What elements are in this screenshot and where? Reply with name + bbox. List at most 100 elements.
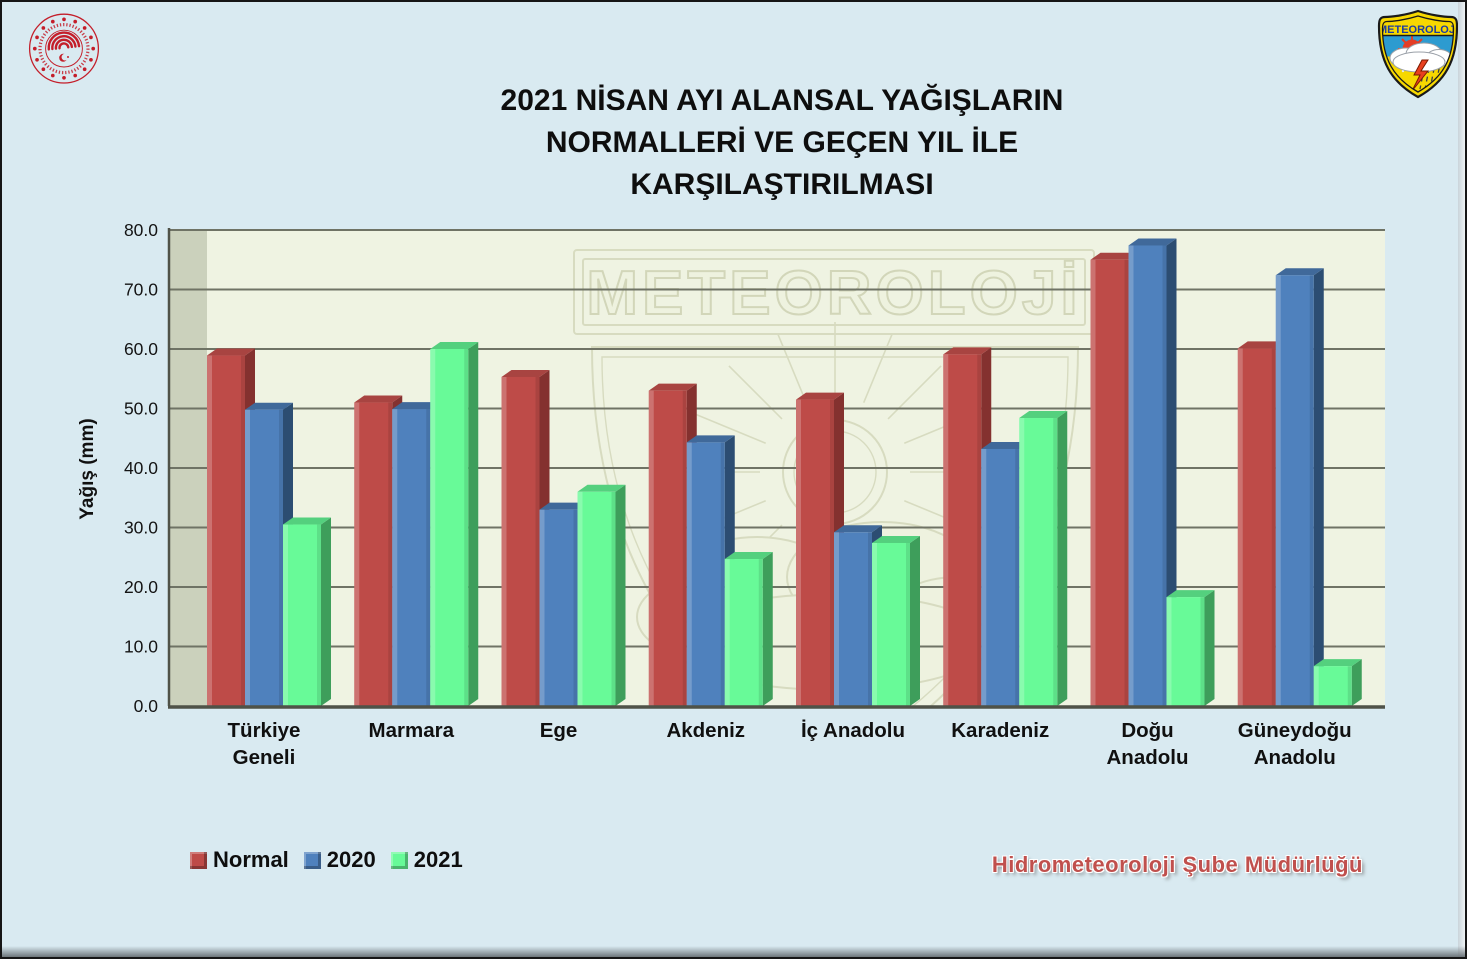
2021-bar-1-side xyxy=(468,342,479,706)
2021-bar-2 xyxy=(577,491,616,706)
2020-bar-2-top xyxy=(539,502,588,510)
2020-bar-3-top xyxy=(686,435,735,443)
normal-bar-4-top xyxy=(796,392,844,400)
y-tick-label: 70.0 xyxy=(124,280,158,300)
2020-bar-4-top xyxy=(834,525,882,533)
legend-label-2021: 2021 xyxy=(413,847,463,872)
page-edge-bottom xyxy=(2,946,1465,957)
page-title-line1: 2021 NİSAN AYI ALANSAL YAĞIŞLARIN xyxy=(500,84,1064,117)
seal-crescent xyxy=(59,53,69,62)
legend-swatch-2020 xyxy=(303,851,321,869)
2021-bar-4-top xyxy=(872,535,920,543)
meteorology-badge-logo: METEOROLOJi xyxy=(1377,9,1459,99)
watermark-text: METEOROLOJİ xyxy=(586,259,1081,328)
normal-bar-5-top xyxy=(943,347,992,355)
2021-bar-5-top xyxy=(1019,411,1068,419)
2021-bar-1 xyxy=(430,349,469,706)
2021-bar-2-top xyxy=(577,484,626,492)
chart-legend: Normal 2020 2021 xyxy=(190,847,463,873)
2020-bar-1-top xyxy=(392,402,441,410)
y-tick-label: 60.0 xyxy=(124,339,158,359)
x-category-label: Güneydoğu Anadolu xyxy=(1238,719,1352,769)
2021-bar-5-side xyxy=(1057,411,1068,706)
legend-label-normal: Normal xyxy=(213,847,289,872)
page-title: 2021 NİSAN AYI ALANSAL YAĞIŞLARIN NORMAL… xyxy=(402,80,1162,206)
badge-title: METEOROLOJi xyxy=(1378,24,1458,36)
badge-lightning-icon xyxy=(1411,59,1430,92)
2020-bar-7-side xyxy=(1313,268,1324,706)
normal-bar-7 xyxy=(1237,348,1276,706)
2020-bar-5-top xyxy=(981,441,1030,449)
x-category-label: Marmara xyxy=(369,719,455,742)
normal-bar-2-top xyxy=(501,369,550,377)
2021-bar-3-top xyxy=(724,552,773,560)
2021-bar-3 xyxy=(724,559,763,706)
2020-bar-3 xyxy=(686,442,725,706)
x-category-label: Türkiye Geneli xyxy=(228,719,301,769)
2020-bar-2 xyxy=(539,509,578,706)
2020-bar-4 xyxy=(834,532,872,706)
normal-bar-4 xyxy=(796,399,834,706)
page-edge-right xyxy=(1458,2,1465,957)
x-category-label: İç Anadolu xyxy=(801,719,905,742)
x-category-label: Doğu Anadolu xyxy=(1107,719,1189,769)
legend-item-2021: 2021 xyxy=(390,847,463,873)
2020-bar-6-top xyxy=(1128,238,1177,246)
legend-label-2020: 2020 xyxy=(326,847,376,872)
2020-bar-6 xyxy=(1128,245,1167,706)
normal-bar-2 xyxy=(501,376,540,706)
2021-bar-3-side xyxy=(762,552,773,706)
badge-banner xyxy=(1382,21,1454,36)
2020-bar-5 xyxy=(981,448,1020,706)
normal-bar-1-top xyxy=(354,395,403,403)
2020-bar-6-side xyxy=(1166,238,1177,706)
y-tick-label: 0.0 xyxy=(134,696,159,716)
legend-item-2020: 2020 xyxy=(303,847,376,873)
2021-bar-0 xyxy=(283,524,321,706)
page-title-line2: NORMALLERİ VE GEÇEN YIL İLE KARŞILAŞTIRI… xyxy=(545,126,1019,201)
ministry-seal-logo xyxy=(28,13,100,84)
legend-item-normal: Normal xyxy=(190,847,289,873)
x-category-label: Akdeniz xyxy=(666,719,745,742)
2021-bar-1-top xyxy=(430,342,479,349)
normal-bar-5 xyxy=(943,354,982,706)
2021-bar-4-side xyxy=(910,535,920,706)
normal-bar-7-top xyxy=(1237,341,1286,349)
badge-cloud xyxy=(1389,42,1453,73)
normal-bar-0 xyxy=(207,355,245,706)
2021-bar-7-top xyxy=(1313,659,1362,667)
y-tick-label: 30.0 xyxy=(124,518,158,538)
2021-bar-6 xyxy=(1166,597,1205,706)
2020-bar-0-top xyxy=(245,402,293,410)
normal-bar-1 xyxy=(354,402,393,706)
seal-dots xyxy=(32,17,96,80)
2021-bar-2-side xyxy=(615,484,626,706)
legend-swatch-2021 xyxy=(390,851,408,869)
y-tick-label: 40.0 xyxy=(124,458,158,478)
legend-swatch-normal xyxy=(190,851,207,869)
footer-credit: Hidrometeoroloji Şube Müdürlüğü xyxy=(991,852,1363,877)
x-category-label: Karadeniz xyxy=(951,719,1049,742)
normal-bar-6 xyxy=(1090,259,1129,706)
y-tick-label: 10.0 xyxy=(124,637,158,657)
2021-bar-4 xyxy=(872,542,910,706)
y-tick-label: 80.0 xyxy=(124,220,158,240)
y-tick-label: 20.0 xyxy=(124,577,158,597)
normal-bar-0-top xyxy=(207,348,255,356)
2021-bar-0-side xyxy=(321,517,331,706)
y-tick-label: 50.0 xyxy=(124,399,158,419)
2020-bar-0 xyxy=(245,409,283,706)
seal-wing-arcs xyxy=(47,31,81,51)
x-category-label: Ege xyxy=(540,719,578,742)
normal-bar-6-top xyxy=(1090,252,1139,260)
2020-bar-7 xyxy=(1275,275,1314,706)
2021-bar-6-top xyxy=(1166,590,1215,598)
2021-bar-0-top xyxy=(283,517,331,525)
2021-bar-7 xyxy=(1313,666,1352,706)
2021-bar-5 xyxy=(1019,418,1058,706)
2020-bar-1 xyxy=(392,409,431,706)
2021-bar-6-side xyxy=(1204,590,1215,706)
normal-bar-3-top xyxy=(648,383,697,391)
